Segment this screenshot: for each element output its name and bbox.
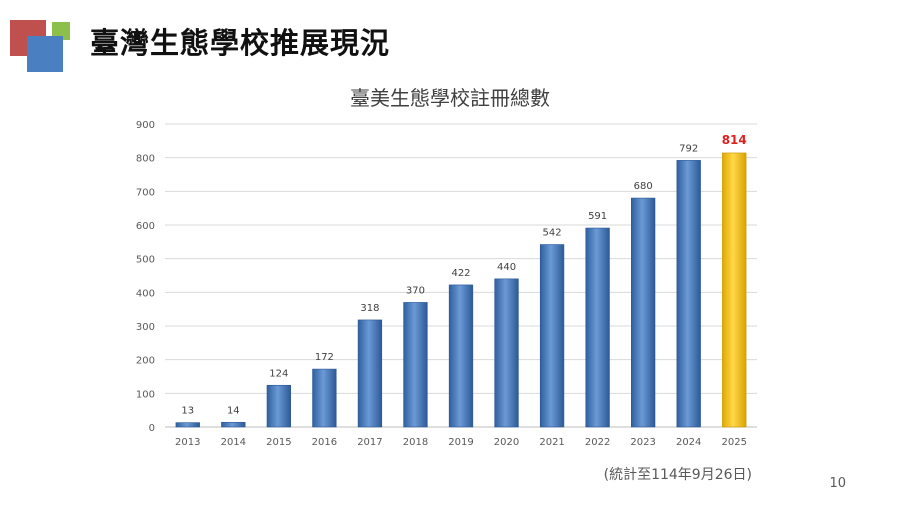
data-label: 422 bbox=[451, 268, 470, 279]
logo-squares bbox=[10, 18, 72, 72]
x-tick-label: 2018 bbox=[403, 437, 428, 448]
x-tick-label: 2024 bbox=[676, 437, 701, 448]
bar bbox=[221, 421, 246, 428]
x-tick-label: 2013 bbox=[175, 437, 200, 448]
y-tick-label: 400 bbox=[136, 288, 155, 299]
data-label: 172 bbox=[315, 352, 334, 363]
y-tick-label: 700 bbox=[136, 187, 155, 198]
data-label: 370 bbox=[406, 285, 425, 296]
bar bbox=[448, 284, 474, 428]
y-tick-label: 0 bbox=[149, 423, 155, 434]
y-tick-label: 200 bbox=[136, 356, 155, 367]
bar bbox=[357, 319, 383, 428]
data-label: 591 bbox=[588, 211, 607, 222]
y-tick-label: 300 bbox=[136, 322, 155, 333]
x-tick-label: 2019 bbox=[448, 437, 473, 448]
x-tick-label: 2014 bbox=[221, 437, 246, 448]
logo-blue-square bbox=[27, 36, 63, 72]
x-tick-label: 2022 bbox=[585, 437, 610, 448]
data-label: 542 bbox=[543, 228, 562, 239]
y-tick-label: 800 bbox=[136, 154, 155, 165]
data-label: 680 bbox=[634, 181, 653, 192]
chart-title: 臺美生態學校註冊總數 bbox=[350, 86, 550, 110]
bar bbox=[676, 160, 701, 428]
data-label: 14 bbox=[227, 405, 240, 416]
x-tick-label: 2016 bbox=[312, 437, 337, 448]
x-tick-label: 2020 bbox=[494, 437, 519, 448]
x-tick-label: 2023 bbox=[630, 437, 655, 448]
data-label: 440 bbox=[497, 262, 516, 273]
x-tick-label: 2021 bbox=[539, 437, 564, 448]
x-tick-label: 2017 bbox=[357, 437, 382, 448]
page-number: 10 bbox=[829, 476, 846, 491]
bar bbox=[494, 278, 519, 428]
data-label: 13 bbox=[181, 406, 194, 417]
bar bbox=[631, 197, 656, 428]
bar bbox=[266, 384, 291, 428]
logo-green-square bbox=[52, 22, 70, 40]
bar bbox=[722, 152, 747, 428]
y-tick-label: 500 bbox=[136, 255, 155, 266]
bar bbox=[585, 227, 610, 428]
bar bbox=[312, 368, 337, 428]
bar bbox=[403, 302, 428, 428]
y-tick-label: 100 bbox=[136, 389, 155, 400]
x-tick-label: 2015 bbox=[266, 437, 291, 448]
data-label: 792 bbox=[679, 143, 698, 154]
bar bbox=[539, 244, 565, 428]
footnote: (統計至114年9月26日) bbox=[603, 467, 752, 483]
data-label: 814 bbox=[722, 133, 747, 147]
bar bbox=[175, 422, 200, 428]
data-label: 124 bbox=[269, 368, 288, 379]
slide-title: 臺灣生態學校推展現況 bbox=[90, 26, 391, 60]
x-tick-label: 2025 bbox=[722, 437, 747, 448]
y-tick-label: 900 bbox=[136, 120, 155, 131]
y-tick-label: 600 bbox=[136, 221, 155, 232]
data-label: 318 bbox=[360, 303, 379, 314]
